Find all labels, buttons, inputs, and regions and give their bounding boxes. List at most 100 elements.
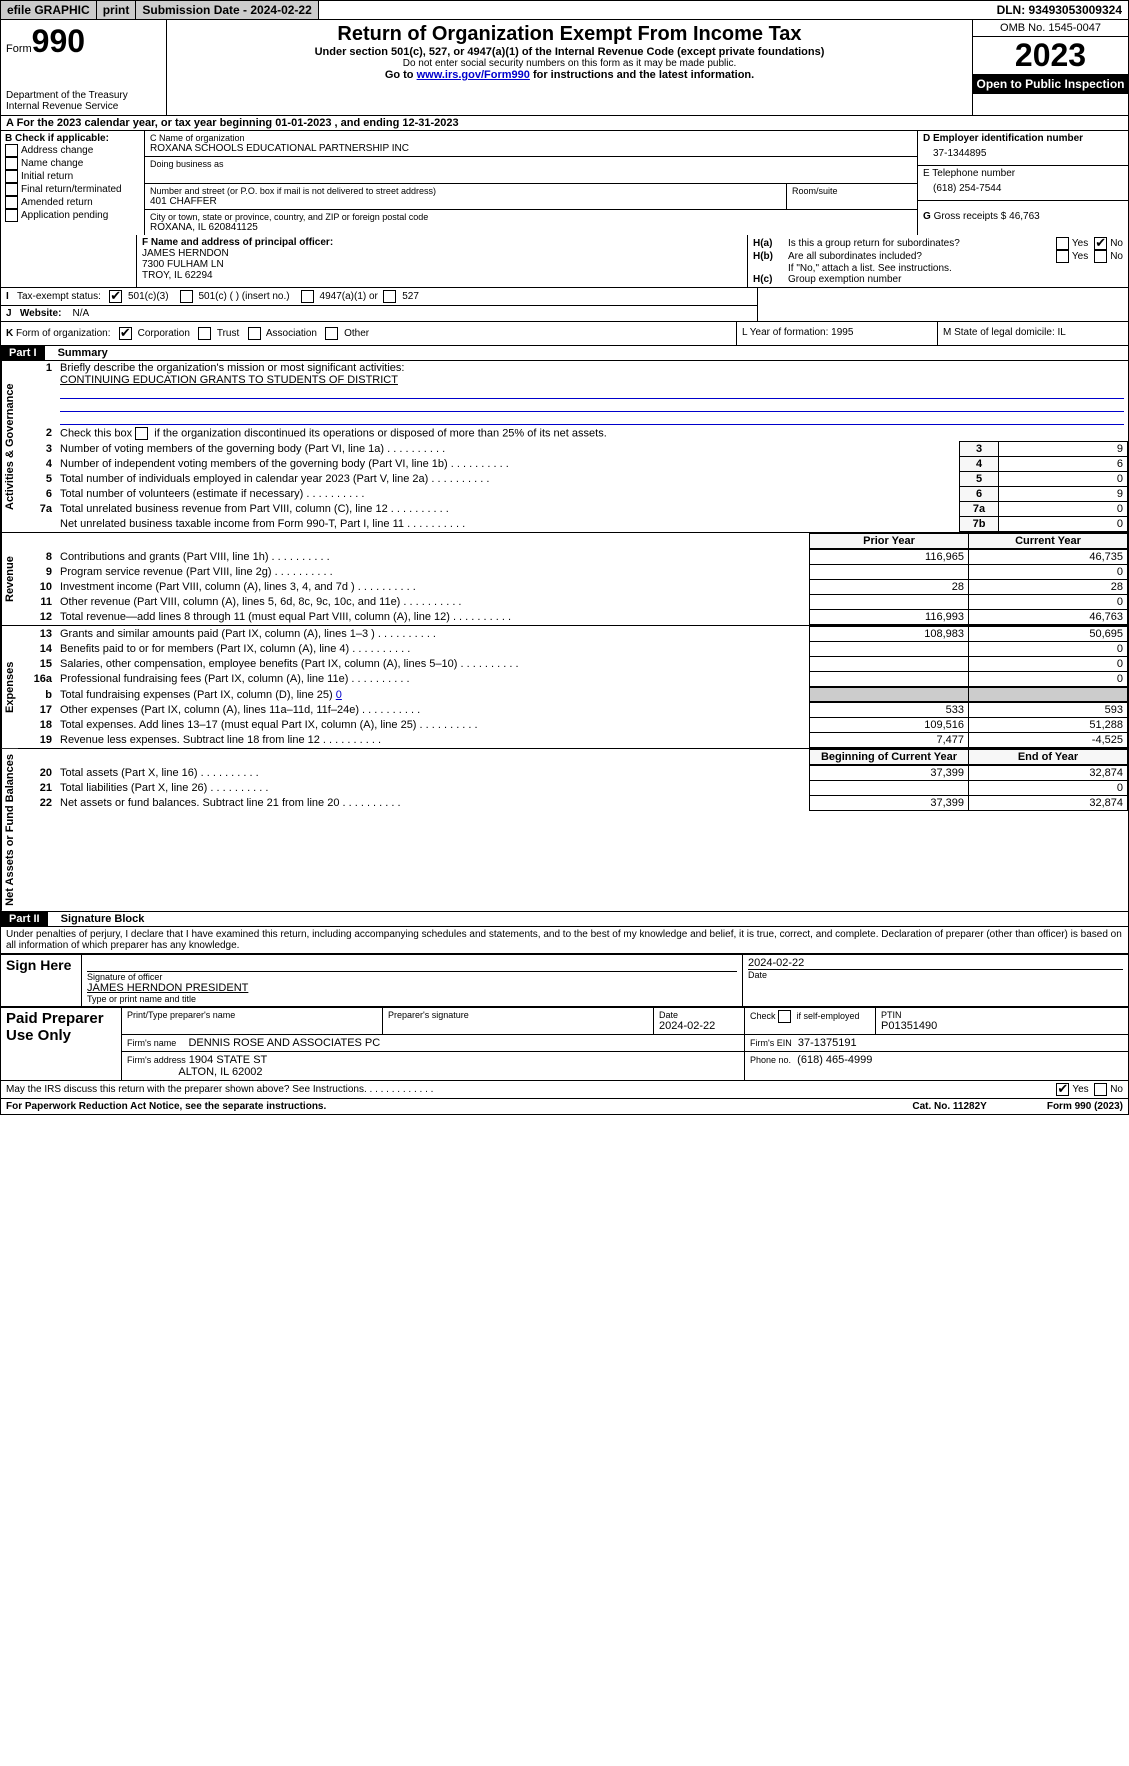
box-f: F Name and address of principal officer:… [137,235,747,287]
current-year-hdr: Current Year [969,534,1128,549]
part1-title: Summary [48,347,108,359]
box-h: H(a) Is this a group return for subordin… [747,235,1128,287]
firm-phone-label: Phone no. [750,1055,791,1065]
tax-year: 2023 [973,37,1128,74]
officer-addr1: 7300 FULHAM LN [142,259,742,270]
firm-name-label: Firm's name [127,1038,176,1048]
firm-addr1: 1904 STATE ST [189,1054,267,1066]
cb-app[interactable] [5,209,18,222]
officer-name: JAMES HERNDON [142,248,742,259]
form-org-label: Form of organization: [16,328,111,339]
gross-receipts: Gross receipts $ 46,763 [934,211,1040,222]
cb-527[interactable] [383,290,396,303]
ha-text: Is this a group return for subordinates? [788,238,1056,249]
activities-governance-section: Activities & Governance 1 Briefly descri… [0,361,1129,533]
cat-no: Cat. No. 11282Y [912,1101,986,1112]
cb-trust[interactable] [198,327,211,340]
date-label: Date [748,969,1123,980]
open-inspection: Open to Public Inspection [973,74,1128,94]
cb-discontinued[interactable] [135,427,148,440]
cb-discuss-no[interactable] [1094,1083,1107,1096]
phone-label: E Telephone number [923,168,1123,179]
prep-date-label: Date [659,1010,739,1020]
state-domicile: M State of legal domicile: IL [937,322,1128,345]
sig-officer-label: Signature of officer [87,972,737,982]
cb-init[interactable] [5,170,18,183]
paid-preparer-label: Paid Preparer Use Only [1,1007,122,1080]
section-bcdefg: B Check if applicable: Address change Na… [0,131,1129,235]
firm-addr-label: Firm's address [127,1055,186,1065]
org-name: ROXANA SCHOOLS EDUCATIONAL PARTNERSHIP I… [150,143,912,154]
form-header: Form990 Department of the Treasury Inter… [0,20,1129,116]
city-label: City or town, state or province, country… [150,212,912,222]
mission-text: CONTINUING EDUCATION GRANTS TO STUDENTS … [60,374,398,386]
side-revenue: Revenue [1,533,18,625]
page-footer: For Paperwork Reduction Act Notice, see … [0,1099,1129,1115]
cb-assoc[interactable] [248,327,261,340]
goto-post: for instructions and the latest informat… [530,69,754,81]
section-klm: K Form of organization: Corporation Trus… [0,322,1129,346]
cb-4947[interactable] [301,290,314,303]
sig-officer-name: JAMES HERNDON PRESIDENT [87,982,737,994]
sign-here-label: Sign Here [1,954,82,1006]
room-label: Room/suite [792,186,912,196]
org-name-label: C Name of organization [150,133,912,143]
street-value: 401 CHAFFER [150,196,781,207]
efile-label: efile GRAPHIC [1,1,97,19]
cb-ha-no[interactable] [1094,237,1107,250]
paid-preparer-table: Paid Preparer Use Only Print/Type prepar… [0,1007,1129,1081]
cb-other[interactable] [325,327,338,340]
hc-text: Group exemption number [788,274,901,285]
cb-hb-no[interactable] [1094,250,1107,263]
revenue-section: Revenue Prior Year Current Year 8Contrib… [0,533,1129,626]
cb-501c3[interactable] [109,290,122,303]
row-a-tax-year: A For the 2023 calendar year, or tax yea… [0,116,1129,131]
end-year-hdr: End of Year [969,750,1128,765]
cb-corp[interactable] [119,327,132,340]
sign-here-table: Sign Here Signature of officer JAMES HER… [0,954,1129,1007]
part1-label: Part I [1,346,45,360]
cb-hb-yes[interactable] [1056,250,1069,263]
form-number: 990 [32,23,85,59]
section-fh: F Name and address of principal officer:… [0,235,1129,288]
cb-self-employed[interactable] [778,1010,791,1023]
irs-label: Internal Revenue Service [6,101,161,112]
website-value: N/A [73,308,90,319]
cb-addr[interactable] [5,144,18,157]
form-subtitle-1: Under section 501(c), 527, or 4947(a)(1)… [172,46,967,58]
cb-501c[interactable] [180,290,193,303]
ptin-value: P01351490 [881,1020,1123,1032]
discuss-text: May the IRS discuss this return with the… [6,1084,367,1095]
box-b-label: B Check if applicable: [5,133,140,144]
prep-date: 2024-02-22 [659,1020,739,1032]
firm-addr2: ALTON, IL 62002 [178,1066,262,1078]
cb-ha-yes[interactable] [1056,237,1069,250]
cb-final[interactable] [5,183,18,196]
sig-type-label: Type or print name and title [87,994,737,1004]
firm-phone: (618) 465-4999 [797,1054,872,1066]
year-formation: L Year of formation: 1995 [736,322,937,345]
form-subtitle-2: Do not enter social security numbers on … [172,58,967,69]
irs-link[interactable]: www.irs.gov/Form990 [417,69,530,81]
section-ij: I Tax-exempt status: 501(c)(3) 501(c) ( … [0,288,1129,322]
part2-label: Part II [1,912,48,926]
top-toolbar: efile GRAPHIC print Submission Date - 20… [0,0,1129,20]
cb-amend[interactable] [5,196,18,209]
website-label: Website: [20,308,62,319]
part2-header-row: Part II Signature Block [0,912,1129,927]
print-button[interactable]: print [97,1,137,19]
officer-label: F Name and address of principal officer: [142,237,742,248]
omb-number: OMB No. 1545-0047 [973,20,1128,37]
dba-label: Doing business as [150,159,912,169]
form-title: Return of Organization Exempt From Incom… [172,23,967,46]
goto-pre: Go to [385,69,417,81]
hb-note: If "No," attach a list. See instructions… [753,263,1123,274]
cb-discuss-yes[interactable] [1056,1083,1069,1096]
prep-name-label: Print/Type preparer's name [127,1010,377,1020]
ein-label: D Employer identification number [923,133,1123,144]
cb-name[interactable] [5,157,18,170]
box-b: B Check if applicable: Address change Na… [1,131,145,235]
begin-year-hdr: Beginning of Current Year [810,750,969,765]
pra-notice: For Paperwork Reduction Act Notice, see … [6,1101,326,1112]
net-assets-section: Net Assets or Fund Balances Beginning of… [0,749,1129,912]
